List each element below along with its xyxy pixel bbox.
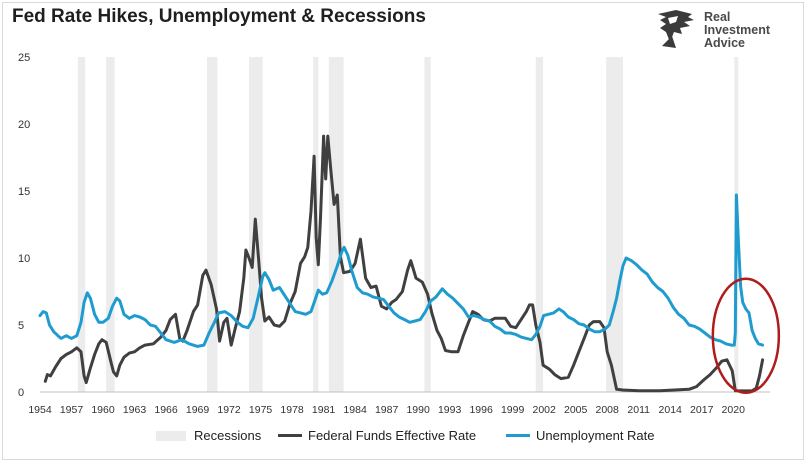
y-tick-label: 10 [18, 253, 30, 265]
brand-line-1: Real [704, 10, 731, 24]
x-tick-label: 1999 [501, 404, 525, 416]
x-tick-label: 1969 [186, 404, 210, 416]
y-tick-label: 20 [18, 119, 30, 131]
x-tick-label: 1984 [343, 404, 367, 416]
x-tick-label: 2020 [722, 404, 746, 416]
annotations [711, 277, 781, 394]
x-tick-label: 1987 [375, 404, 399, 416]
y-tick-label: 25 [18, 52, 30, 64]
recession-band [535, 57, 544, 392]
x-tick-label: 1975 [249, 404, 273, 416]
legend-label-recessions: Recessions [194, 428, 262, 443]
legend-label-unemployment: Unemployment Rate [536, 428, 655, 443]
x-tick-label: 1990 [406, 404, 430, 416]
recession-band [77, 57, 86, 392]
x-tick-label: 1966 [154, 404, 178, 416]
chart-legend: Recessions Federal Funds Effective Rate … [0, 426, 808, 446]
eagle-logo-icon [658, 10, 694, 48]
x-tick-label: 1972 [217, 404, 241, 416]
x-tick-label: 1963 [123, 404, 147, 416]
legend-item-fed-funds: Federal Funds Effective Rate [278, 428, 476, 443]
brand-name: Real Investment Advice [704, 11, 770, 50]
x-tick-label: 1960 [91, 404, 115, 416]
chart-frame [2, 2, 804, 460]
recession-band [106, 57, 115, 392]
x-tick-label: 2008 [596, 404, 620, 416]
recession-band [328, 57, 344, 392]
legend-item-unemployment: Unemployment Rate [506, 428, 655, 443]
x-tick-label: 1978 [280, 404, 304, 416]
x-tick-label: 2005 [564, 404, 588, 416]
x-tick-label: 1993 [438, 404, 462, 416]
brand-line-2: Investment [704, 23, 770, 37]
chart-title: Fed Rate Hikes, Unemployment & Recession… [12, 6, 426, 27]
legend-label-fed-funds: Federal Funds Effective Rate [308, 428, 477, 443]
axes: 0 5 10 15 20 25 1954 1957 1960 1963 1966 1969 1972 19… [18, 52, 770, 416]
legend-item-recessions: Recessions [156, 428, 261, 443]
line-chart: 0 5 10 15 20 25 1954 1957 1960 1963 1966 1969 1972 19… [18, 52, 781, 416]
series-lines [38, 134, 765, 393]
brand-line-3: Advice [704, 36, 745, 50]
unemployment-swatch [506, 434, 530, 437]
y-tick-label: 5 [18, 320, 24, 332]
brand-logo: Real Investment Advice [654, 8, 784, 52]
x-tick-label: 1981 [312, 404, 336, 416]
recession-band [424, 57, 431, 392]
x-tick-label: 2002 [532, 404, 556, 416]
x-tick-label: 1954 [28, 404, 52, 416]
x-tick-label: 1957 [60, 404, 84, 416]
x-tick-label: 2014 [659, 404, 683, 416]
fed-funds-swatch [278, 434, 302, 437]
y-tick-label: 0 [18, 387, 24, 399]
unemployment-line [38, 193, 765, 348]
x-tick-label: 1996 [469, 404, 493, 416]
highlight-ellipse [711, 277, 781, 394]
x-tick-label: 2017 [690, 404, 714, 416]
x-tick-label: 2011 [627, 404, 650, 416]
y-tick-label: 15 [18, 186, 30, 198]
recession-swatch [156, 430, 186, 441]
recession-band [207, 57, 218, 392]
recession-band [606, 57, 623, 392]
fed-funds-line [43, 134, 765, 393]
